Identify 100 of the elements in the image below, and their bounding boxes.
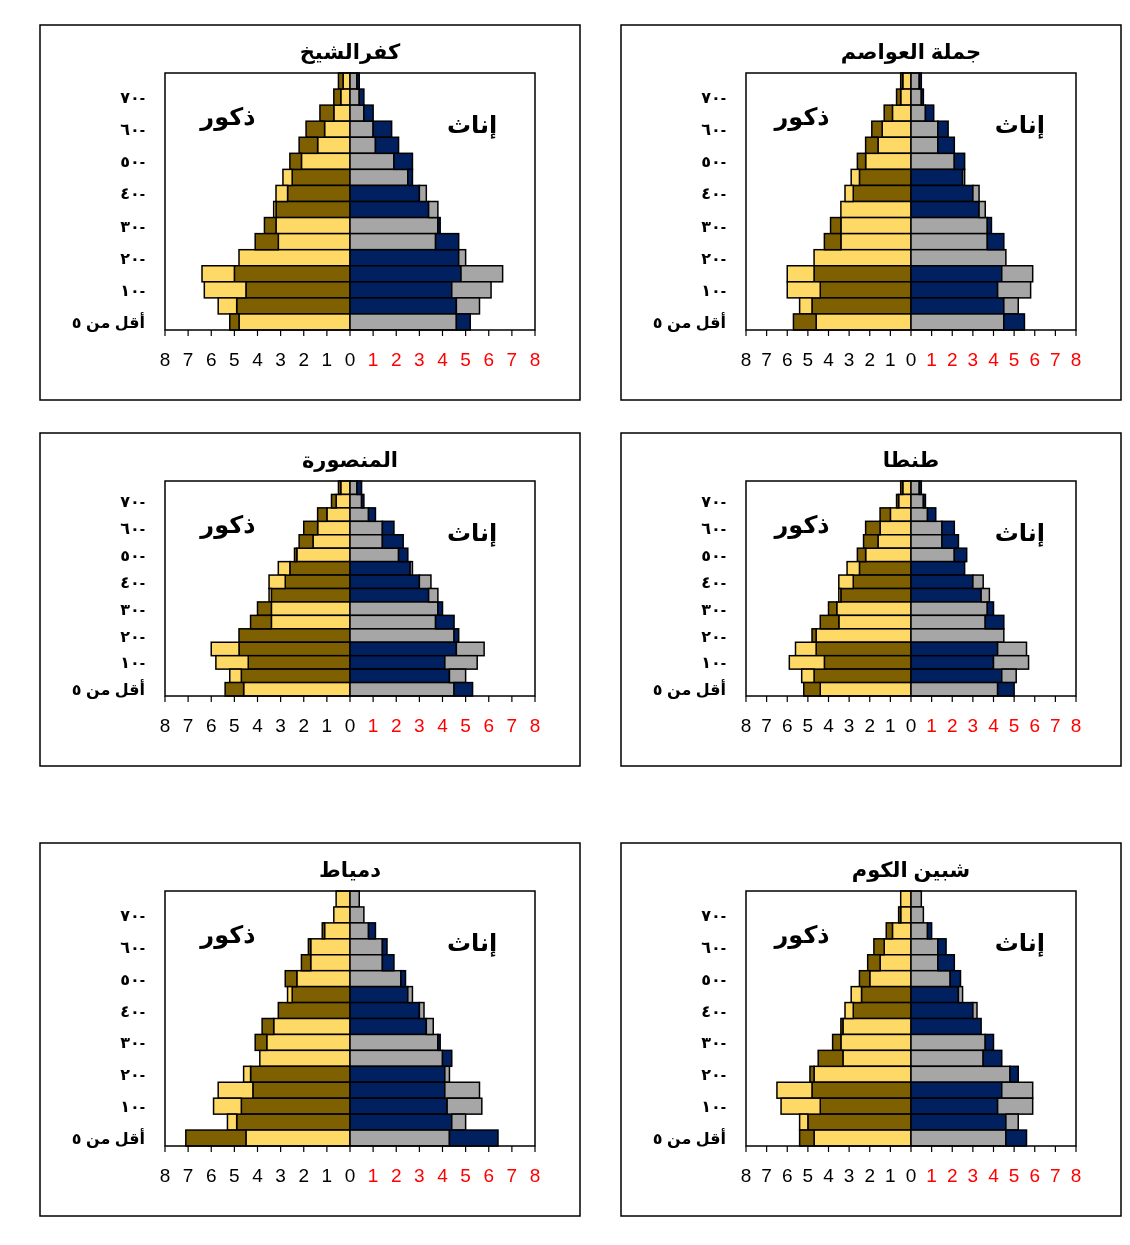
- x-tick-label: 6: [1029, 1165, 1041, 1186]
- y-tick-label: ١٠-: [701, 281, 726, 299]
- y-tick-label: ٧٠-: [701, 89, 726, 107]
- y-tick-label: ٦٠-: [120, 938, 145, 956]
- x-tick-label: 4: [823, 1165, 835, 1186]
- x-tick-label: 8: [529, 349, 541, 370]
- x-tick-label: 1: [321, 1165, 333, 1186]
- x-tick-label: 4: [823, 349, 835, 370]
- y-tick-label: ١٠-: [120, 1098, 145, 1116]
- chart-title: كفرالشيخ: [299, 40, 402, 64]
- x-tick-label: 3: [967, 349, 979, 370]
- x-tick-label: 7: [1050, 715, 1061, 736]
- y-tick-label: ٧٠-: [701, 906, 726, 924]
- x-tick-label: 1: [926, 715, 937, 736]
- x-tick-label: 5: [460, 349, 471, 370]
- y-tick-label: ٢٠-: [120, 1066, 145, 1084]
- x-tick-label: 4: [823, 715, 835, 736]
- y-tick-label: أقل من ٥: [71, 311, 145, 332]
- x-tick-label: 6: [205, 715, 217, 736]
- x-tick-label: 7: [1050, 1165, 1061, 1186]
- x-tick-label: 6: [483, 349, 495, 370]
- y-tick-label: ٥٠-: [120, 546, 145, 564]
- y-tick-label: ٧٠-: [701, 493, 726, 511]
- x-tick-label: 5: [802, 1165, 814, 1186]
- x-tick-label: 7: [761, 349, 772, 370]
- annotation: ذكور: [199, 511, 256, 539]
- y-tick-label: ٤٠-: [120, 573, 145, 591]
- x-tick-label: 0: [905, 1165, 917, 1186]
- y-tick-label: ٥٠-: [120, 970, 145, 988]
- x-tick-label: 5: [460, 1165, 471, 1186]
- x-tick-label: 1: [926, 1165, 937, 1186]
- x-tick-label: 6: [205, 349, 217, 370]
- annotation: إناث: [446, 519, 498, 547]
- annotation: ذكور: [773, 103, 830, 131]
- x-tick-label: 1: [885, 715, 896, 736]
- x-tick-label: 7: [506, 715, 518, 736]
- x-tick-label: 5: [1008, 349, 1020, 370]
- x-tick-label: 7: [761, 1165, 772, 1186]
- x-tick-label: 2: [298, 715, 310, 736]
- x-tick-label: 2: [946, 1165, 958, 1186]
- y-tick-label: ٣٠-: [701, 1034, 726, 1052]
- y-tick-label: ٣٠-: [120, 1034, 145, 1052]
- y-tick-label: ٥٠-: [701, 546, 726, 564]
- annotation: ذكور: [199, 103, 256, 131]
- x-tick-label: 6: [483, 1165, 495, 1186]
- y-tick-label: ٤٠-: [701, 185, 726, 203]
- x-tick-label: 3: [967, 715, 979, 736]
- x-tick-label: 8: [159, 349, 171, 370]
- x-tick-label: 1: [885, 349, 896, 370]
- x-tick-label: 5: [1008, 715, 1020, 736]
- x-tick-label: 4: [437, 1165, 449, 1186]
- x-tick-label: 6: [1029, 349, 1041, 370]
- x-tick-label: 7: [1050, 349, 1061, 370]
- chart-title: طنطا: [882, 448, 940, 471]
- x-tick-label: 6: [1029, 715, 1041, 736]
- y-tick-label: ٢٠-: [120, 627, 145, 645]
- x-tick-label: 4: [988, 349, 1000, 370]
- annotation: إناث: [994, 929, 1046, 957]
- x-tick-label: 5: [229, 715, 240, 736]
- x-tick-label: 7: [761, 715, 772, 736]
- y-tick-label: ٦٠-: [701, 938, 726, 956]
- y-tick-label: ١٠-: [701, 1098, 726, 1116]
- x-tick-label: 5: [229, 349, 240, 370]
- y-tick-label: ٥٠-: [120, 153, 145, 171]
- x-tick-label: 8: [1070, 349, 1082, 370]
- x-tick-label: 0: [905, 349, 917, 370]
- y-tick-label: ١٠-: [120, 281, 145, 299]
- x-tick-label: 0: [905, 715, 917, 736]
- x-tick-label: 6: [483, 715, 495, 736]
- x-tick-label: 0: [344, 349, 356, 370]
- x-tick-label: 5: [460, 715, 471, 736]
- x-tick-label: 6: [205, 1165, 217, 1186]
- x-tick-label: 7: [506, 1165, 518, 1186]
- x-tick-label: 4: [437, 715, 449, 736]
- x-tick-label: 2: [298, 349, 310, 370]
- x-tick-label: 1: [321, 715, 333, 736]
- x-tick-label: 3: [414, 349, 425, 370]
- x-tick-label: 6: [781, 349, 793, 370]
- x-tick-label: 8: [529, 715, 541, 736]
- x-tick-label: 8: [159, 715, 171, 736]
- x-tick-label: 7: [182, 1165, 194, 1186]
- chart-title: جملة العواصم: [840, 40, 982, 64]
- annotation: ذكور: [773, 511, 830, 539]
- x-tick-label: 2: [946, 349, 958, 370]
- x-tick-label: 2: [946, 715, 958, 736]
- x-tick-label: 5: [802, 349, 814, 370]
- y-tick-label: ٢٠-: [701, 1066, 726, 1084]
- x-tick-label: 7: [182, 715, 194, 736]
- x-tick-label: 2: [864, 349, 876, 370]
- x-tick-label: 2: [864, 715, 876, 736]
- x-tick-label: 8: [740, 715, 752, 736]
- y-tick-label: ٦٠-: [120, 520, 145, 538]
- y-tick-label: ٧٠-: [120, 906, 145, 924]
- x-tick-label: 4: [437, 349, 449, 370]
- x-tick-label: 7: [182, 349, 194, 370]
- annotation: إناث: [994, 111, 1046, 139]
- y-tick-label: ٥٠-: [701, 970, 726, 988]
- x-tick-label: 8: [159, 1165, 171, 1186]
- x-tick-label: 8: [529, 1165, 541, 1186]
- y-tick-label: ٣٠-: [120, 217, 145, 235]
